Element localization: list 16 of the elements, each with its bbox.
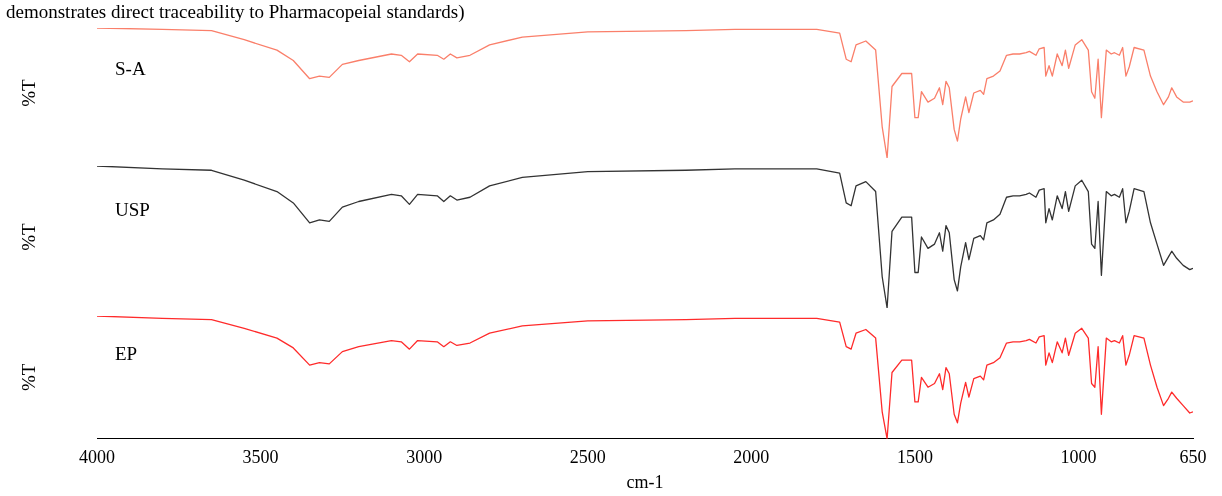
y-axis-title: %T	[17, 363, 39, 392]
series-label: S-A	[115, 57, 146, 79]
text: demonstrates direct traceability to Pharmacopeial standards)	[5, 0, 466, 24]
y-axis-title: %T	[17, 222, 39, 251]
x-axis-title: cm-1	[626, 471, 664, 492]
series-label: EP	[115, 343, 138, 365]
y-axis-title: %T	[17, 78, 39, 107]
x-tick-label: 1500	[896, 447, 933, 468]
x-tick-label: 2500	[569, 447, 606, 468]
x-tick-label: 2000	[733, 447, 770, 468]
x-tick-label: 4000	[79, 447, 115, 468]
x-tick-label: 650	[1179, 447, 1207, 468]
x-tick-label: 1000	[1060, 447, 1097, 468]
x-tick-label: 3500	[242, 447, 279, 468]
x-tick-label: 3000	[406, 447, 443, 468]
series-label: USP	[115, 199, 150, 221]
